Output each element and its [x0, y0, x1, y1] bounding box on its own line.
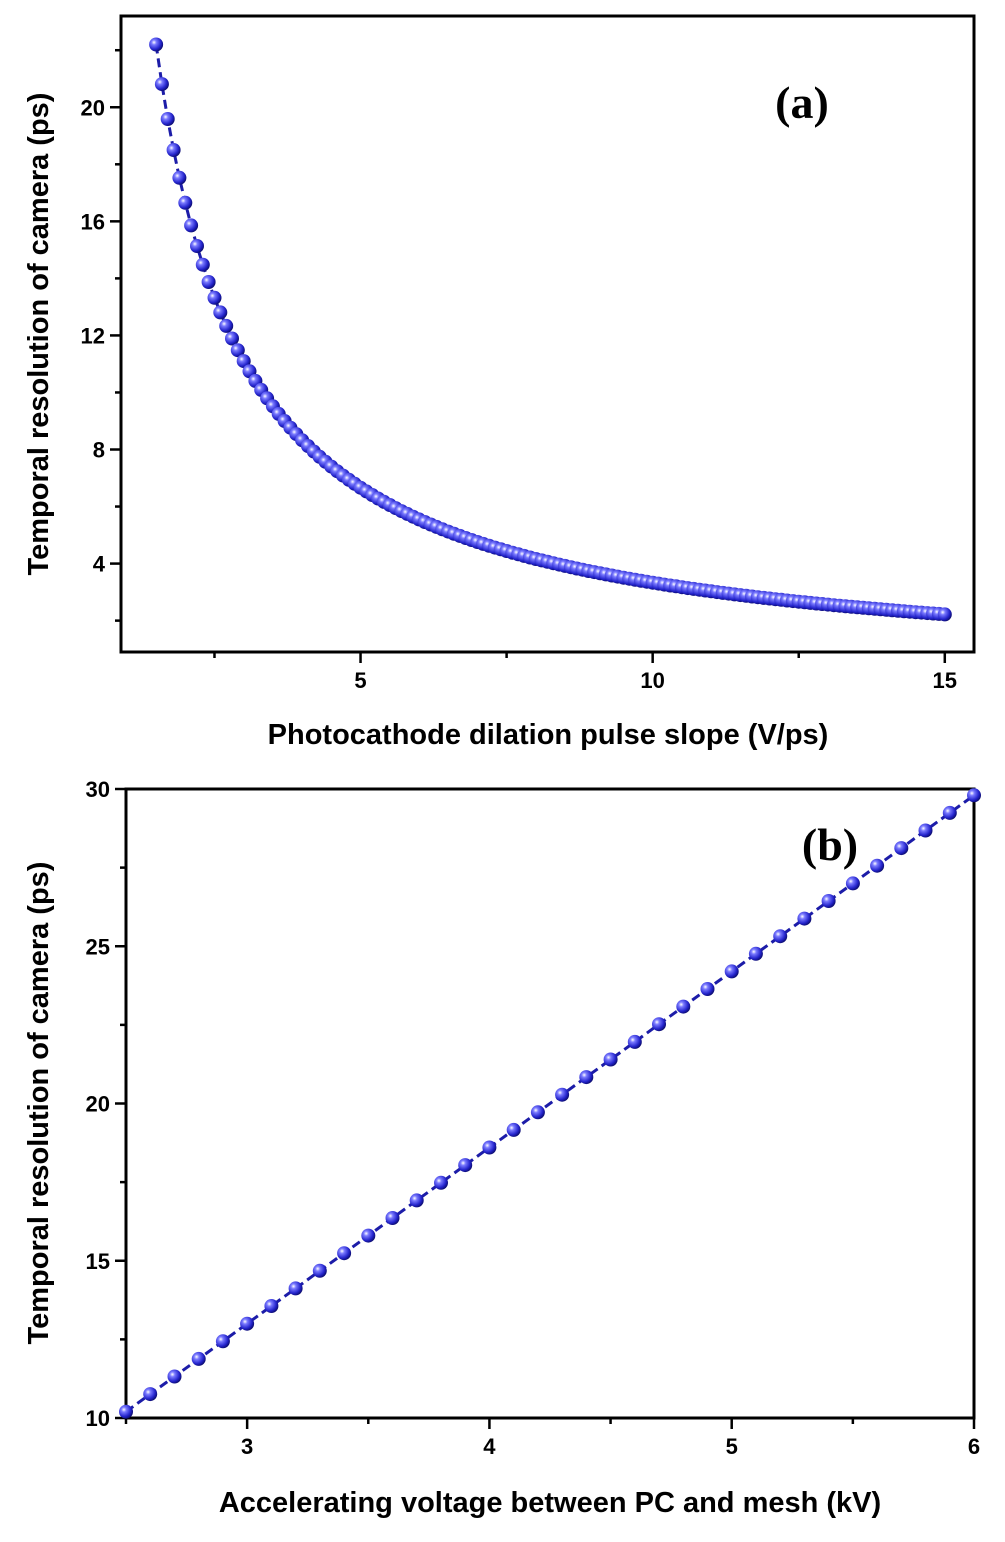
panel-a: 5 10 15 4 8 12 16 20 (a) Photocathode dilation … — [23, 14, 976, 751]
panel-a-data-point — [219, 318, 234, 333]
panel-a-data-point — [154, 77, 169, 92]
panel-b-ticks: 3 4 5 6 10 15 20 25 30 — [86, 777, 981, 1459]
panel-b-data-point — [579, 1070, 594, 1085]
panel-a-y-tick-label: 4 — [93, 552, 106, 577]
panel-b-series-line — [125, 794, 975, 1413]
panel-b-data-point — [821, 894, 836, 908]
panel-a-x-tick-label: 10 — [640, 668, 664, 693]
panel-a-data-point — [207, 290, 222, 305]
panel-b-data-point — [967, 788, 981, 803]
panel-b: 3 4 5 6 10 15 20 25 30 (b) Accelerating voltage … — [23, 777, 981, 1519]
panel-b-data-point — [506, 1122, 521, 1137]
panel-b-data-point — [652, 1017, 666, 1032]
panel-a-data-point — [195, 257, 210, 272]
panel-b-y-tick-label: 20 — [86, 1092, 110, 1117]
panel-b-data-point — [385, 1211, 400, 1225]
panel-b-x-axis-label: Accelerating voltage between PC and mesh… — [219, 1487, 881, 1519]
panel-a-data-point — [184, 218, 199, 233]
panel-b-data-point — [894, 841, 909, 856]
panel-a-data-point — [201, 275, 216, 289]
panel-b-x-tick-label: 6 — [968, 1434, 980, 1459]
panel-b-data-point — [143, 1387, 158, 1402]
panel-b-y-axis-label: Temporal resolution of camera (ps) — [23, 862, 55, 1345]
panel-a-plot-frame — [119, 14, 976, 654]
panel-a-data-point — [225, 331, 239, 346]
panel-b-data-point — [191, 1351, 206, 1366]
panel-b-data-point — [312, 1263, 327, 1278]
panel-b-data-point — [870, 858, 885, 873]
panel-b-y-tick-label: 25 — [86, 934, 110, 959]
panel-b-data-point — [555, 1087, 570, 1102]
panel-a-x-axis-label: Photocathode dilation pulse slope (V/ps) — [268, 719, 829, 751]
panel-a-data-point — [937, 607, 952, 622]
panel-b-data-point — [845, 876, 860, 891]
panel-a-y-tick-label: 16 — [81, 209, 105, 234]
panel-b-data-point — [773, 929, 788, 944]
panel-a-data-point — [160, 112, 175, 126]
panel-b-data-point — [530, 1105, 545, 1120]
panel-a-data-point — [230, 343, 245, 358]
panel-b-data-point — [409, 1193, 424, 1208]
panel-a-data-point — [178, 195, 193, 210]
panel-b-data-point — [676, 999, 691, 1014]
panel-b-data-point — [240, 1316, 255, 1331]
panel-b-x-tick-label: 5 — [726, 1434, 738, 1459]
panel-b-data-point — [748, 946, 763, 961]
panel-b-data-point — [603, 1052, 618, 1067]
panel-b-data-point — [797, 911, 812, 926]
panel-a-data-point — [213, 305, 228, 320]
panel-a-data-point — [166, 143, 181, 157]
panel-a-series-line — [154, 44, 945, 616]
panel-b-data-point — [458, 1158, 473, 1173]
panel-a-data-point — [190, 239, 204, 253]
panel-a-ticks: 5 10 15 4 8 12 16 20 — [81, 48, 957, 693]
panel-b-y-tick-label: 30 — [86, 777, 110, 802]
panel-b-data-point — [167, 1369, 182, 1384]
panel-b-label: (b) — [802, 819, 858, 870]
panel-a-label: (a) — [775, 77, 829, 128]
panel-b-data-point — [700, 982, 715, 996]
panel-b-data-point — [918, 823, 933, 838]
panel-a-y-axis-label: Temporal resolution of camera (ps) — [23, 93, 55, 576]
panel-a-data-point — [172, 170, 187, 185]
panel-b-data-point — [361, 1228, 376, 1243]
panel-b-data-point — [627, 1034, 642, 1049]
panel-b-data-point — [337, 1246, 352, 1261]
panel-b-y-tick-label: 15 — [86, 1249, 110, 1274]
panel-a-series — [149, 37, 952, 622]
panel-a-x-tick-label: 15 — [933, 668, 957, 693]
panel-b-data-point — [434, 1175, 448, 1190]
panel-b-data-point — [264, 1299, 279, 1313]
panel-b-y-tick-label: 10 — [86, 1406, 110, 1431]
panel-b-x-tick-label: 3 — [241, 1434, 253, 1459]
panel-a-y-tick-label: 8 — [93, 438, 105, 463]
panel-b-data-point — [724, 964, 739, 979]
panel-a-y-tick-label: 20 — [81, 95, 105, 120]
panel-a-y-tick-label: 12 — [81, 323, 105, 348]
panel-b-data-point — [215, 1334, 230, 1349]
panel-a-x-tick-label: 5 — [354, 668, 366, 693]
panel-b-data-point — [119, 1404, 133, 1419]
panel-b-x-tick-label: 4 — [483, 1434, 496, 1459]
panel-a-data-point — [236, 354, 251, 369]
panel-b-data-point — [942, 805, 957, 820]
panel-a-data-point — [149, 37, 164, 52]
panel-b-data-point — [482, 1140, 497, 1155]
panel-b-series — [119, 788, 981, 1419]
panel-b-data-point — [288, 1281, 303, 1296]
